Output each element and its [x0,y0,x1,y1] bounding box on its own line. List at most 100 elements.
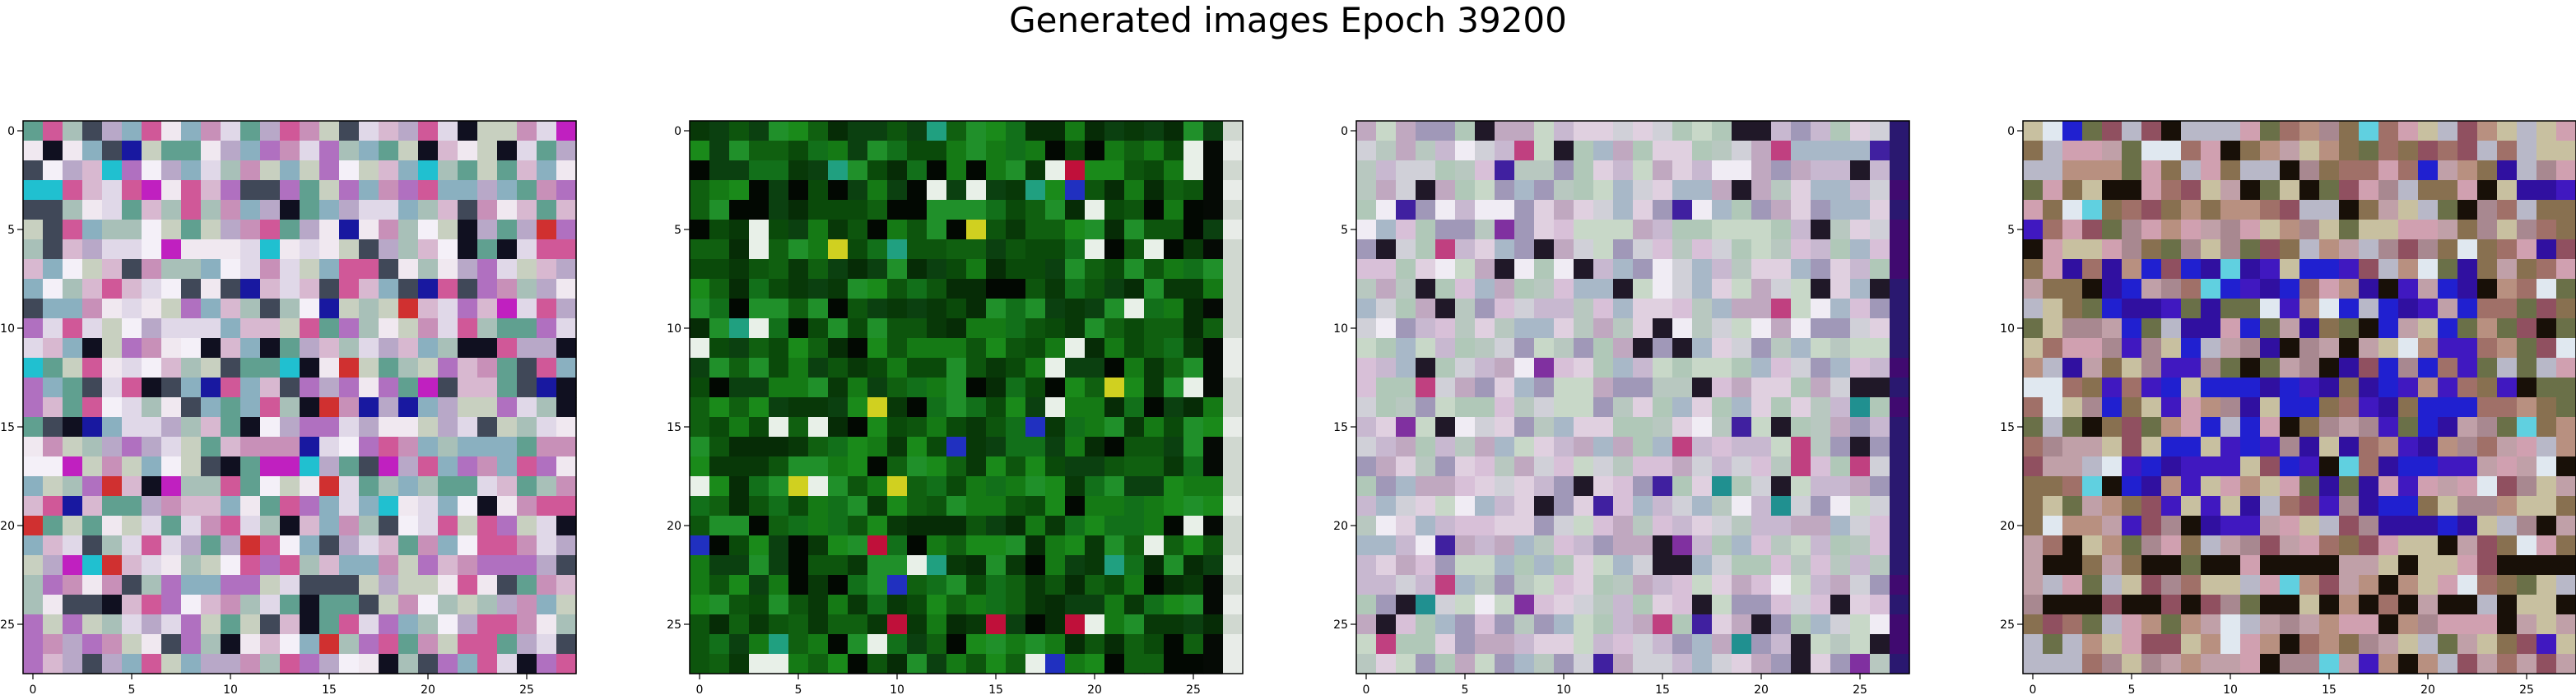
pixel [161,299,182,319]
pixel [359,476,379,497]
pixel [2240,180,2261,201]
pixel [2082,476,2103,497]
pixel [2260,239,2281,260]
pixel [2556,595,2576,615]
pixel [319,318,340,339]
pixel [2161,555,2182,576]
pixel [729,121,750,141]
pixel [458,535,478,556]
pixel [2398,634,2419,655]
pixel [319,180,340,201]
pixel [181,535,202,556]
pixel [2477,575,2498,595]
pixel [2299,595,2320,615]
pixel [2062,279,2083,299]
pixel [339,200,360,220]
pixel [2477,318,2498,339]
pixel [43,358,63,378]
pixel [240,121,261,141]
pixel [181,180,202,201]
pixel [2536,200,2557,220]
pixel [2102,535,2123,556]
pixel [2556,654,2576,674]
pixel [2319,575,2340,595]
pixel [359,614,379,635]
pixel [2043,476,2063,497]
pixel [1025,180,1046,201]
pixel [749,160,770,181]
pixel [769,141,789,161]
pixel-grid [690,121,1244,674]
pixel [2260,358,2281,378]
pixel [2023,239,2044,260]
pixel [1144,141,1165,161]
pixel [142,476,162,497]
pixel [2477,555,2498,576]
pixel [82,516,103,536]
pixel [2141,437,2162,457]
pixel [2299,614,2320,635]
pixel [2457,614,2478,635]
pixel [477,476,498,497]
pixel [2062,160,2083,181]
pixel [556,338,577,359]
pixel [63,417,83,438]
pixel [2319,141,2340,161]
pixel [2082,437,2103,457]
pixel [2201,338,2221,359]
pixel [2102,160,2123,181]
pixel [2418,595,2439,615]
pixel [2062,535,2083,556]
pixel [2062,575,2083,595]
pixel [339,496,360,517]
pixel [2319,437,2340,457]
pixel [161,121,182,141]
pixel [556,318,577,339]
pixel [438,496,458,517]
pixel [398,417,419,438]
pixel [102,417,123,438]
pixel [82,160,103,181]
pixel [477,575,498,595]
pixel [2339,259,2360,280]
pixel [122,555,142,576]
pixel [418,516,439,536]
pixel [2359,476,2379,497]
pixel [517,535,537,556]
pixel [2260,200,2281,220]
pixel [319,160,340,181]
pixel [556,614,577,635]
pixel [438,180,458,201]
pixel [398,160,419,181]
pixel [477,397,498,418]
pixel [142,654,162,674]
pixel [280,476,300,497]
pixel [458,378,478,398]
pixel [537,437,557,457]
pixel [2082,141,2103,161]
pixel [142,595,162,615]
pixel [2378,437,2399,457]
pixel [2398,180,2419,201]
pixel [43,476,63,497]
pixel [2319,614,2340,635]
pixel [201,121,221,141]
pixel [319,496,340,517]
pixel [2280,358,2300,378]
pixel [102,397,123,418]
pixel [2102,417,2123,438]
pixel [907,121,928,141]
pixel [280,200,300,220]
x-tick-label: 10 [223,683,238,695]
pixel [2161,575,2182,595]
pixel [379,397,399,418]
pixel [537,516,557,536]
pixel [1223,121,1244,141]
pixel [122,121,142,141]
y-tick-label: 25 [2000,619,2015,632]
pixel [63,200,83,220]
pixel [2102,476,2123,497]
y-tick-label: 0 [7,125,15,138]
pixel [2497,456,2518,477]
pixel [319,200,340,220]
